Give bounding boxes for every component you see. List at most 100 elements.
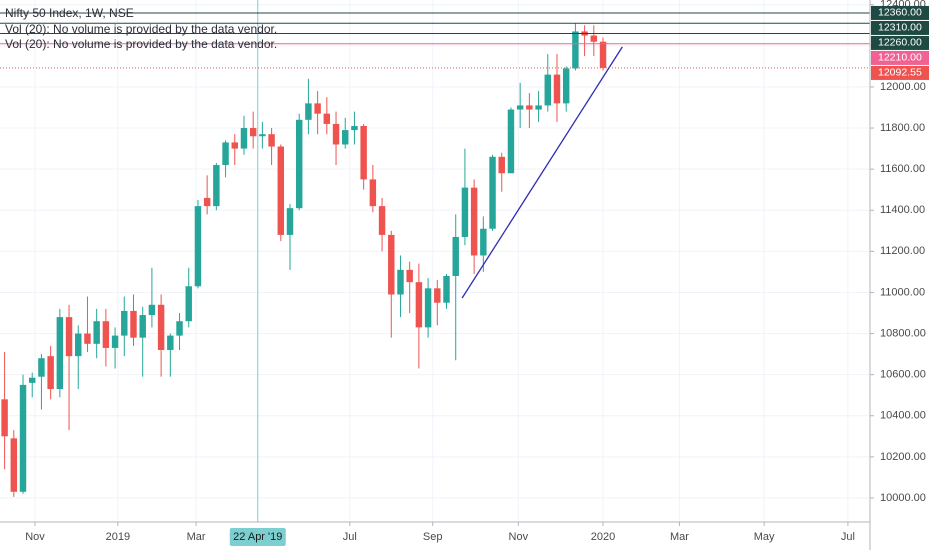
candle-body [1,399,8,437]
y-tick-label: 11000.00 [880,286,925,298]
candle-body [305,103,312,120]
y-tick-label: 10400.00 [880,410,926,422]
price-label: 12260.00 [878,37,922,49]
candle-body [121,310,128,336]
candle-body [406,269,413,283]
candle-body [553,74,561,104]
candle-body [203,197,211,207]
candle-body [452,236,459,277]
candle-body [47,356,54,390]
y-tick-label: 12000.00 [880,81,926,93]
x-tick-label: Mar [670,531,689,543]
candle-body [93,321,100,344]
candle-body [277,146,285,235]
candle-body [599,41,607,68]
candle-body [194,206,202,287]
candle-body [75,333,82,357]
price-label: 12210.00 [878,52,922,64]
legend-title: Nifty 50 Index, 1W, NSE [5,6,134,20]
price-label-box [871,50,929,65]
x-tick-label: Nov [509,531,529,543]
candle-body [323,113,331,124]
candle-body [249,128,257,137]
candle-body [231,142,238,149]
x-tick-label: Sep [423,531,443,543]
candle-body [378,206,386,235]
crosshair-label: 22 Apr '19 [233,531,282,543]
candle-body [286,208,294,235]
candle-body [424,288,432,328]
candle-body [507,109,515,174]
grid [0,0,870,522]
candle-body [415,282,423,328]
candle-body [351,125,358,131]
candle-body [19,384,27,492]
candle-body [38,358,45,377]
candle-body [111,335,119,348]
candle-body [443,276,450,303]
candle-body [498,156,505,174]
candle-body [461,187,469,237]
y-tick-label: 10200.00 [880,451,926,463]
candle-body [222,142,229,166]
candle-body [102,321,110,348]
candle-body [84,333,91,344]
candle-body [139,315,146,338]
candle-body [213,165,220,207]
candle-body [562,68,570,104]
candle-body [185,286,192,322]
candle-body [342,130,349,145]
y-tick-label: 10000.00 [880,492,926,504]
candle-body [167,335,174,350]
y-tick-label: 10800.00 [880,327,926,339]
candle-body [259,134,266,137]
candle-body [268,134,275,147]
price-label-box [871,20,929,35]
price-label: 12092.55 [878,67,922,79]
candle-body [360,125,367,180]
price-label-box [871,5,929,20]
price-label: 12360.00 [878,7,922,19]
price-label-box [871,35,929,50]
candle-body [56,317,64,390]
price-label-box [871,65,929,80]
candle-body [176,321,183,336]
x-tick-label: 2019 [106,531,130,543]
y-tick-label: 11600.00 [880,163,925,175]
crosshair-label-box [229,528,286,546]
candle-body [148,304,156,316]
x-tick-label: Jul [841,531,855,543]
candle-body [314,103,321,114]
y-tick-label: 11800.00 [880,122,925,134]
candle-body [434,288,441,303]
marks [1,23,607,497]
candle-body [388,234,395,295]
y-tick-label: 10600.00 [880,369,926,381]
candle-body [29,377,36,383]
candle-body [544,74,551,106]
y-tick-label: 12400.00 [880,0,926,11]
candle-body [590,35,598,42]
x-tick-label: May [754,531,775,543]
x-tick-label: Jul [343,531,357,543]
candle-body [489,156,496,229]
overlay [0,0,870,522]
legend-line: Vol (20): No volume is provided by the d… [5,22,277,36]
candle-body [295,119,303,209]
candle-body [332,123,340,145]
axes: 10000.00 10200.00 10400.00 10600.00 10800.00… [25,0,929,546]
legend-line: Vol (20): No volume is provided by the d… [5,37,277,51]
candle-body [470,187,478,256]
price-label: 12310.00 [878,22,922,34]
x-tick-label: 2020 [591,531,615,543]
x-tick-label: Mar [187,531,206,543]
candle-body [240,128,248,149]
y-tick-label: 11200.00 [880,245,925,257]
candle-body [65,317,73,357]
candle-body [526,105,533,110]
candle-body [480,228,487,256]
y-tick-label: 11400.00 [880,204,925,216]
candle-body [397,269,404,295]
